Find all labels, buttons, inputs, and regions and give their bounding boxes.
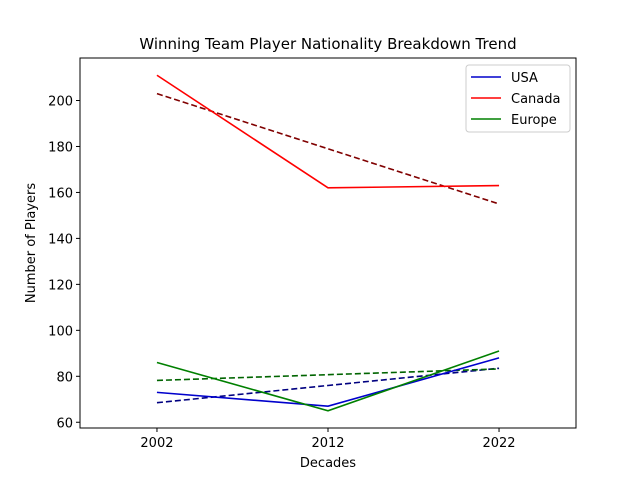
y-tick-label-120: 120 — [48, 278, 73, 293]
legend-label-europe: Europe — [511, 113, 557, 128]
trend-line-usa — [156, 367, 500, 404]
y-tick-label-180: 180 — [48, 140, 73, 155]
x-tick-label-2012: 2012 — [311, 436, 344, 451]
y-axis: 60 80 100 120 140 160 180 200 — [48, 95, 80, 431]
x-axis: 2002 2012 2022 — [140, 428, 516, 451]
trend-lines — [156, 92, 500, 404]
legend: USA Canada Europe — [465, 64, 571, 133]
series-line-europe — [156, 350, 500, 412]
chart-title: Winning Team Player Nationality Breakdow… — [139, 35, 516, 53]
y-tick-label-60: 60 — [56, 416, 73, 431]
legend-box — [465, 64, 571, 133]
series-lines — [156, 74, 500, 412]
x-tick-label-2022: 2022 — [482, 436, 515, 451]
y-axis-label: Number of Players — [24, 183, 39, 303]
x-tick-label-2002: 2002 — [140, 436, 173, 451]
legend-label-canada: Canada — [511, 92, 560, 107]
y-tick-label-100: 100 — [48, 324, 73, 339]
series-line-usa — [156, 357, 500, 407]
legend-label-usa: USA — [511, 71, 538, 86]
series-line-canada — [156, 74, 500, 189]
y-tick-label-80: 80 — [56, 370, 73, 385]
y-tick-label-200: 200 — [48, 95, 73, 110]
y-tick-label-140: 140 — [48, 232, 73, 247]
y-tick-label-160: 160 — [48, 186, 73, 201]
trend-line-europe — [156, 368, 500, 382]
x-axis-label: Decades — [300, 456, 356, 471]
